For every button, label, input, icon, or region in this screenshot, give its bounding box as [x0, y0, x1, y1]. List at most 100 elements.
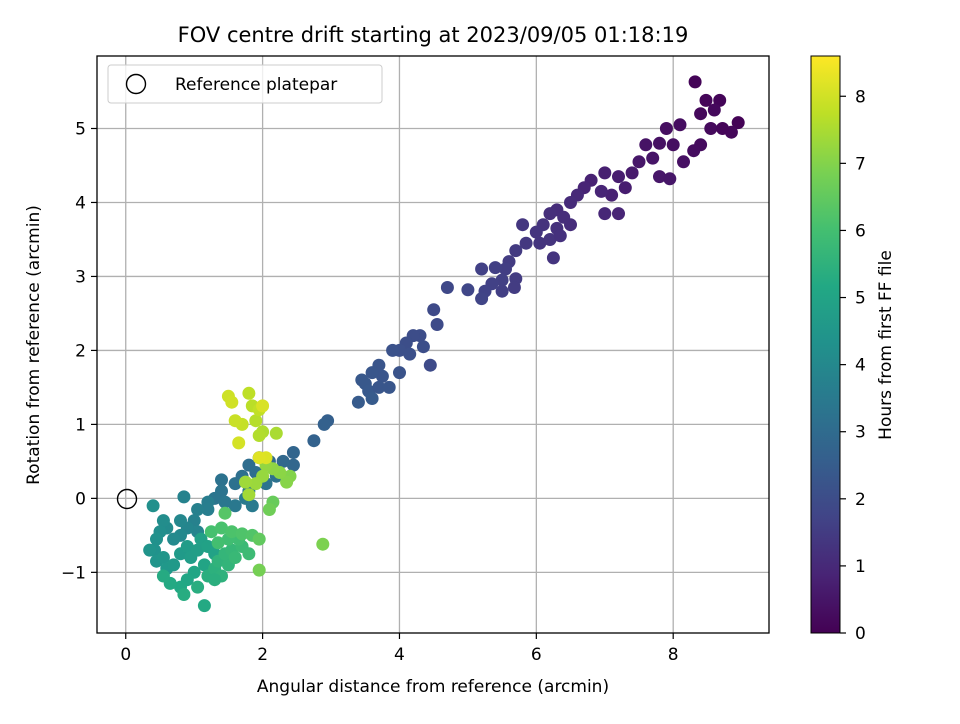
data-point [201, 503, 215, 516]
data-point [639, 138, 653, 152]
data-point [215, 473, 228, 487]
data-point [286, 446, 300, 459]
x-axis-label: Angular distance from reference (arcmin) [257, 677, 609, 697]
data-point [177, 588, 191, 601]
data-point [146, 499, 160, 513]
data-point [276, 454, 290, 468]
data-point [156, 514, 170, 528]
chart-title: FOV centre drift starting at 2023/09/05 … [178, 23, 689, 47]
data-point [242, 386, 256, 400]
colorbar-tick-label: 2 [855, 490, 866, 510]
data-point [256, 399, 270, 413]
y-axis: −1 0 1 2 3 4 5 [61, 119, 97, 583]
data-point [516, 218, 530, 232]
data-point [618, 181, 632, 195]
data-point [204, 525, 218, 539]
data-point [375, 369, 389, 383]
data-point [208, 573, 222, 587]
data-point [707, 103, 721, 117]
data-point [225, 395, 239, 409]
y-tick-label: 4 [75, 193, 86, 213]
data-point [594, 184, 608, 198]
data-point [673, 118, 687, 132]
data-point [713, 93, 727, 107]
x-axis: 0 2 4 6 8 [120, 633, 679, 665]
data-point [365, 366, 379, 380]
data-point [249, 477, 263, 491]
data-points [143, 75, 745, 613]
data-point [239, 475, 252, 489]
data-point [252, 451, 266, 465]
reference-platepar-marker [116, 488, 138, 510]
data-point [252, 429, 266, 442]
y-tick-label: 0 [75, 489, 86, 509]
colorbar: 0 1 2 3 4 5 6 7 8 Hours from first FF file [810, 55, 896, 644]
data-point [167, 558, 181, 572]
data-point [262, 503, 276, 516]
x-tick-label: 4 [394, 645, 405, 665]
x-tick-label: 6 [531, 645, 542, 665]
y-tick-label: 5 [75, 119, 86, 139]
data-point [716, 122, 729, 135]
data-point [197, 558, 211, 572]
data-point [533, 236, 547, 250]
data-point [156, 551, 170, 564]
data-point [167, 532, 181, 546]
data-point [653, 170, 666, 184]
data-point [519, 236, 533, 250]
data-point [688, 75, 702, 89]
data-point [543, 233, 557, 246]
data-point [218, 506, 232, 520]
data-point [215, 521, 228, 535]
data-point [499, 262, 512, 276]
data-point [546, 251, 560, 265]
y-tick-label: −1 [61, 563, 86, 583]
colorbar-gradient [810, 55, 841, 634]
data-point [677, 155, 690, 169]
data-point [605, 188, 619, 202]
data-point [529, 225, 543, 239]
legend-marker [125, 73, 147, 95]
data-point [704, 122, 718, 135]
data-point [612, 170, 625, 184]
data-point [317, 417, 331, 431]
data-point [150, 532, 163, 546]
data-point [307, 434, 321, 448]
data-point [197, 599, 211, 613]
data-point [687, 144, 701, 158]
data-point [475, 262, 489, 276]
legend-entry: Reference platepar [175, 75, 337, 95]
colorbar-label: Hours from first FF file [876, 250, 896, 440]
data-point [177, 490, 191, 504]
colorbar-tick-label: 8 [855, 87, 866, 107]
data-point [393, 366, 406, 380]
data-point [543, 207, 557, 221]
y-tick-label: 2 [75, 341, 86, 361]
y-tick-label: 3 [75, 267, 86, 287]
data-point [461, 283, 475, 297]
data-point [232, 436, 246, 450]
data-point [191, 543, 205, 557]
plot-frame [96, 55, 770, 634]
data-point [653, 136, 666, 150]
x-tick-label: 0 [120, 645, 131, 665]
x-tick-label: 2 [257, 645, 268, 665]
data-point [403, 347, 417, 361]
data-point [557, 210, 571, 224]
data-point [228, 477, 242, 491]
data-point [228, 414, 242, 428]
data-point [252, 563, 266, 577]
colorbar-tick-label: 0 [855, 624, 866, 644]
data-point [218, 495, 232, 509]
data-point [625, 166, 639, 180]
data-point [286, 458, 300, 472]
data-point [694, 107, 708, 121]
legend-box [107, 64, 383, 104]
data-point [427, 303, 441, 317]
data-point [372, 380, 386, 394]
data-point [180, 540, 194, 553]
data-point [659, 122, 673, 135]
data-point [143, 543, 157, 557]
data-point [423, 358, 437, 372]
